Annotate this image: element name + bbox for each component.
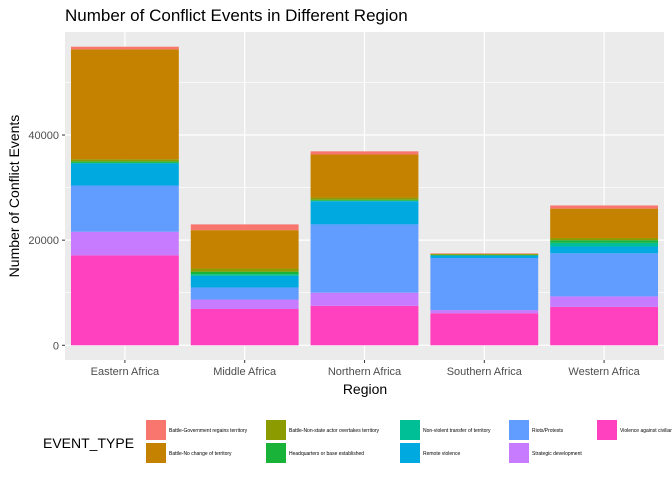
legend-title: EVENT_TYPE xyxy=(43,435,134,451)
x-axis: Eastern Africa Middle Africa Northern Afri… xyxy=(91,360,641,378)
legend-label: Battle-No change of territory xyxy=(169,451,232,457)
bar-segment xyxy=(310,292,419,306)
bar-segment xyxy=(70,161,179,163)
bar-segment xyxy=(190,230,299,269)
bar-segment xyxy=(310,154,419,198)
bar-segment xyxy=(550,208,659,239)
y-axis-title: Number of Conflict Events xyxy=(6,115,22,278)
bar-segment xyxy=(550,240,659,243)
legend-key xyxy=(400,420,420,440)
bar-segment xyxy=(190,224,299,231)
bar-segment xyxy=(430,253,539,254)
x-tick-label: Northern Africa xyxy=(328,366,402,378)
bars xyxy=(70,46,659,346)
bar-segment xyxy=(190,268,299,272)
legend-key xyxy=(509,420,529,440)
y-tick-label: 20000 xyxy=(28,235,59,247)
bar-segment xyxy=(430,310,539,314)
y-tick-label: 0 xyxy=(53,340,59,352)
bar-segment xyxy=(70,46,179,50)
bar-segment xyxy=(430,258,539,311)
legend-key xyxy=(266,443,286,463)
bar-segment xyxy=(550,306,659,346)
legend-key xyxy=(266,420,286,440)
bar-segment xyxy=(310,224,419,293)
x-tick-label: Middle Africa xyxy=(213,366,277,378)
legend-label: Remote violence xyxy=(423,451,460,457)
legend-label: Non-violent transfer of territory xyxy=(423,428,491,434)
bar-segment xyxy=(70,163,179,186)
bar-segment xyxy=(310,200,419,202)
bar-segment xyxy=(550,242,659,247)
bar-segment xyxy=(550,253,659,297)
bar-segment xyxy=(190,274,299,276)
bar-segment xyxy=(430,253,539,255)
bar-segment xyxy=(70,231,179,256)
bar-segment xyxy=(70,185,179,232)
bar-segment xyxy=(430,313,539,346)
bar-segment xyxy=(190,299,299,310)
x-tick-label: Eastern Africa xyxy=(91,366,160,378)
bar-segment xyxy=(190,275,299,288)
bar-segment xyxy=(310,151,419,155)
legend-key xyxy=(509,443,529,463)
bar-segment xyxy=(430,255,539,259)
legend-label: Headquarters or base established xyxy=(289,451,364,457)
legend-key xyxy=(597,420,617,440)
x-tick-label: Southern Africa xyxy=(447,366,523,378)
bar-segment xyxy=(550,238,659,241)
bar-segment xyxy=(550,296,659,307)
legend-key xyxy=(146,420,166,440)
legend-key xyxy=(400,443,420,463)
legend-label: Strategic development xyxy=(532,451,582,457)
bar-segment xyxy=(310,199,419,201)
bar-segment xyxy=(430,254,539,256)
bar-segment xyxy=(190,287,299,300)
y-tick-label: 40000 xyxy=(28,130,59,142)
bar-segment xyxy=(190,271,299,275)
bar-segment xyxy=(70,162,179,164)
x-tick-label: Western Africa xyxy=(568,366,640,378)
bar-segment xyxy=(190,309,299,346)
legend-label: Violence against civilians xyxy=(620,428,672,434)
bar-segment xyxy=(70,255,179,346)
bar-segment xyxy=(550,205,659,209)
bar-segment xyxy=(550,246,659,254)
bar-segment xyxy=(310,201,419,225)
legend: Battle-Government regains territory Battl… xyxy=(146,420,672,463)
chart-title: Number of Conflict Events in Different R… xyxy=(65,6,408,25)
x-axis-title: Region xyxy=(343,381,387,397)
bar-segment xyxy=(70,49,179,160)
bar-segment xyxy=(70,159,179,162)
y-axis: 0 20000 40000 xyxy=(28,130,65,352)
bar-segment xyxy=(310,197,419,200)
bar-segment xyxy=(310,305,419,346)
legend-key xyxy=(146,443,166,463)
legend-label: Battle-Government regains territory xyxy=(169,428,248,434)
legend-label: Riots/Protests xyxy=(532,428,564,434)
legend-label: Battle-Non-state actor overtakes territo… xyxy=(289,428,380,434)
